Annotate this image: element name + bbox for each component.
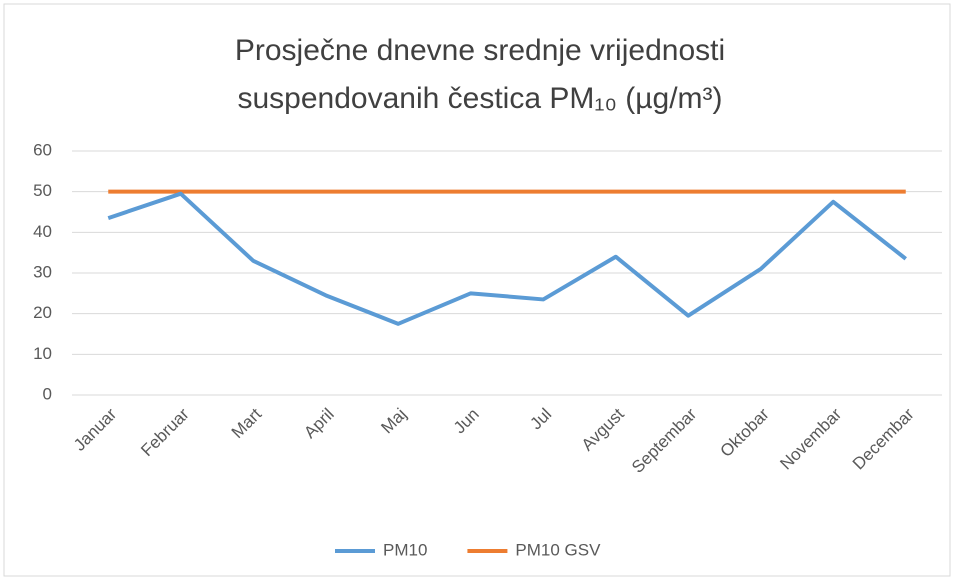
legend-label: PM10 [383,540,427,559]
legend-label: PM10 GSV [515,540,601,559]
line-series [107,191,907,326]
y-tick-label: 60 [33,140,52,159]
chart-title: suspendovanih čestica PM₁₀ (µg/m³) [237,82,722,115]
chart-title: Prosječne dnevne srednje vrijednosti [235,34,725,67]
chart-border [3,3,951,577]
y-tick-label: 40 [33,222,52,241]
y-tick-label: 10 [33,344,52,363]
y-tick-label: 0 [43,384,52,403]
y-tick-label: 30 [33,262,52,281]
y-tick-label: 50 [33,181,52,200]
y-tick-label: 20 [33,303,52,322]
